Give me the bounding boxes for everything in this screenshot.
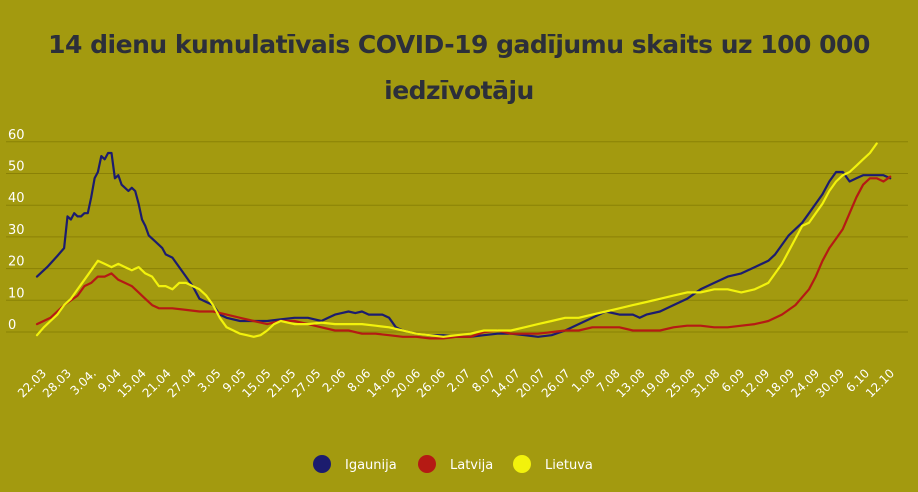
y-tick-label: 10 xyxy=(8,286,25,301)
legend-marker-igaunija xyxy=(313,455,331,473)
chart-gridlines xyxy=(6,141,908,333)
series-line-latvija xyxy=(35,175,892,340)
series-line-lietuva xyxy=(35,142,878,338)
y-tick-label: 30 xyxy=(8,223,25,238)
y-tick-label: 60 xyxy=(8,128,25,143)
x-axis-ticks: 22.0328.033.04.9.0415.0421.0427.043.059.… xyxy=(15,366,897,400)
legend-marker-lietuva xyxy=(513,455,531,473)
x-tick-label: 31.08 xyxy=(688,366,722,400)
legend-label-latvija: Latvija xyxy=(450,458,493,473)
x-tick-label: 27.04 xyxy=(165,366,199,400)
y-tick-label: 40 xyxy=(8,191,25,206)
x-tick-label: 27.05 xyxy=(289,366,323,400)
x-tick-label: 2.06 xyxy=(320,366,349,395)
chart-title-line-1: 14 dienu kumulatīvais COVID-19 gadījumu … xyxy=(48,30,870,59)
x-tick-label: 26.06 xyxy=(414,366,448,400)
y-tick-label: 20 xyxy=(8,255,25,270)
chart-legend: Igaunija Latvija Lietuva xyxy=(313,455,593,473)
y-axis-ticks: 0 10 20 30 40 50 60 xyxy=(8,128,25,333)
legend-label-lietuva: Lietuva xyxy=(545,458,593,473)
legend-label-igaunija: Igaunija xyxy=(345,458,397,473)
y-tick-label: 0 xyxy=(8,318,16,333)
y-tick-label: 50 xyxy=(8,160,25,175)
chart-series xyxy=(35,142,892,340)
x-tick-label: 3.05 xyxy=(195,366,224,395)
series-line-igaunija xyxy=(35,151,892,338)
x-tick-label: 26.07 xyxy=(539,366,573,400)
x-tick-label: 30.09 xyxy=(813,366,847,400)
x-tick-label: 28.03 xyxy=(40,366,74,400)
x-tick-label: 1.08 xyxy=(569,366,598,395)
x-tick-label: 2.07 xyxy=(444,366,473,395)
x-tick-label: 12.10 xyxy=(863,366,897,400)
chart-title: 14 dienu kumulatīvais COVID-19 gadījumu … xyxy=(0,22,918,114)
legend-marker-latvija xyxy=(418,455,436,473)
x-tick-label: 3.04. xyxy=(68,366,99,397)
chart-title-line-2: iedzīvotāju xyxy=(384,76,534,105)
